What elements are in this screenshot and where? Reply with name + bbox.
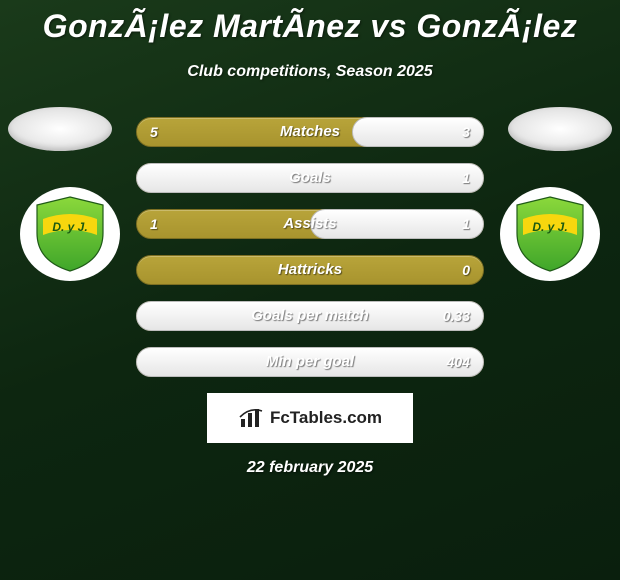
- bar-fill-right: [352, 117, 484, 147]
- bar-track: [136, 255, 484, 285]
- stat-row: Goals 1: [136, 163, 484, 193]
- shield-icon: D. y J.: [513, 195, 587, 273]
- date-text: 22 february 2025: [0, 459, 620, 477]
- player-oval-left: [8, 107, 112, 151]
- stat-row: Min per goal 404: [136, 347, 484, 377]
- brand-chart-icon: [238, 405, 264, 431]
- badge-text-left: D. y J.: [52, 220, 87, 234]
- shield-icon: D. y J.: [33, 195, 107, 273]
- badge-text-right: D. y J.: [532, 220, 567, 234]
- stat-row: Goals per match 0.33: [136, 301, 484, 331]
- club-badge-left: D. y J.: [20, 187, 120, 281]
- bar-fill-right: [310, 209, 484, 239]
- player-oval-right: [508, 107, 612, 151]
- brand-text: FcTables.com: [270, 408, 382, 428]
- page-title: GonzÃ¡lez MartÃnez vs GonzÃ¡lez: [0, 0, 620, 45]
- stat-row: 1 Assists 1: [136, 209, 484, 239]
- bar-fill-right: [136, 347, 484, 377]
- comparison-panel: D. y J. D. y J. 5 Matches 3: [0, 117, 620, 477]
- stat-row: Hattricks 0: [136, 255, 484, 285]
- stat-bars: 5 Matches 3 Goals 1 1 Assists 1 Hattrick…: [136, 117, 484, 377]
- page-subtitle: Club competitions, Season 2025: [0, 63, 620, 81]
- club-badge-right: D. y J.: [500, 187, 600, 281]
- bar-fill-right: [136, 163, 484, 193]
- bar-fill-right: [136, 301, 484, 331]
- brand-box[interactable]: FcTables.com: [207, 393, 413, 443]
- stat-row: 5 Matches 3: [136, 117, 484, 147]
